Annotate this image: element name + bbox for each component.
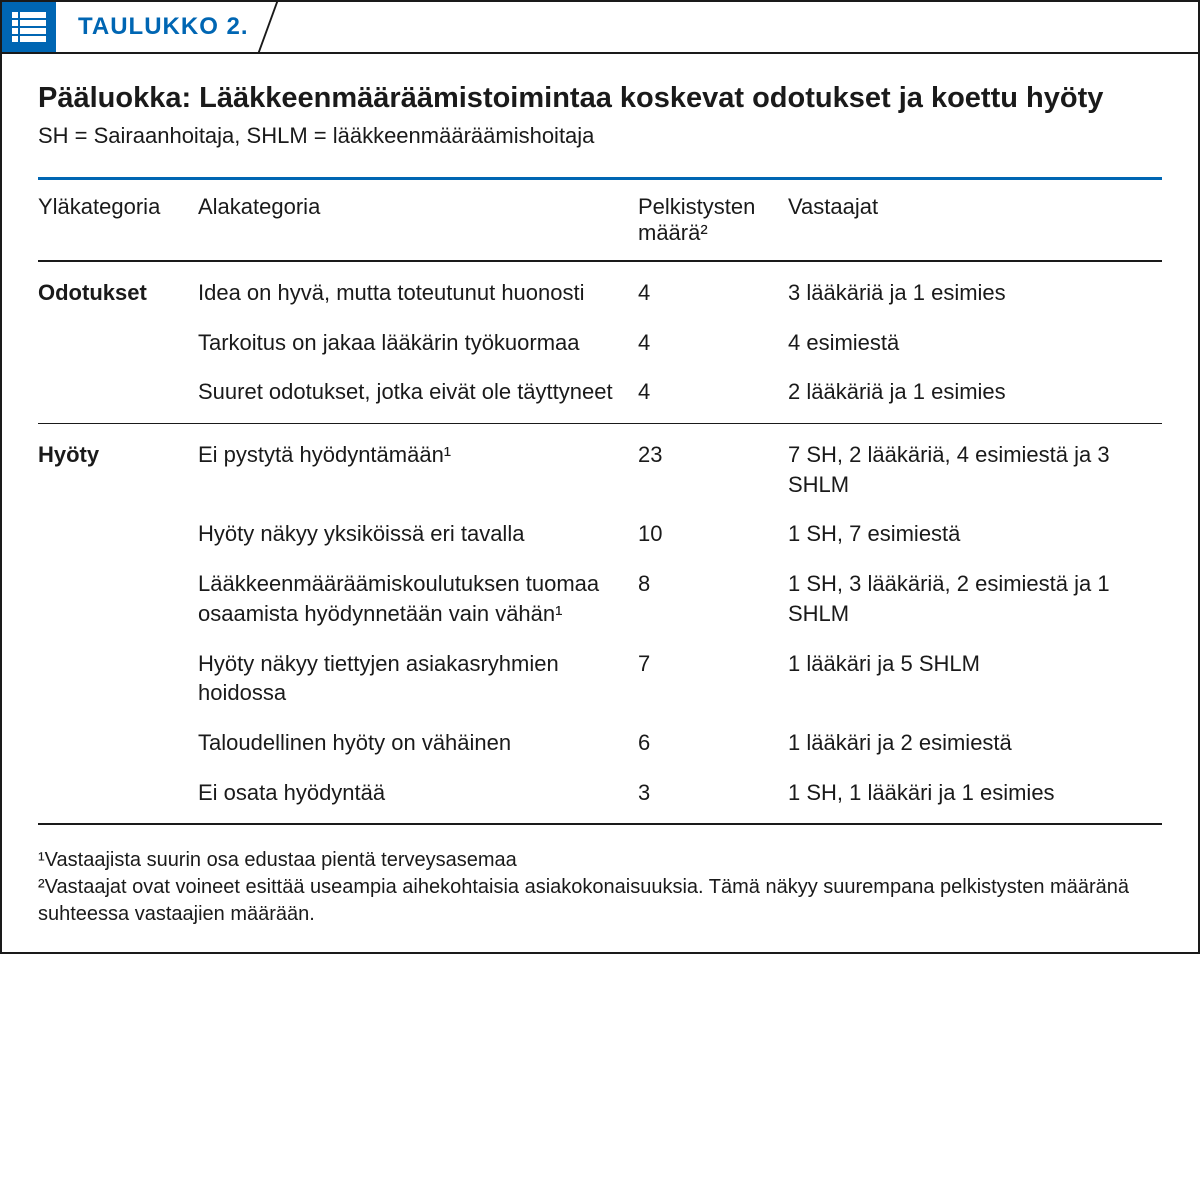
category-cell [38,559,198,638]
panel-content: Pääluokka: Lääkkeenmääräämistoimintaa ko… [2,54,1198,952]
subcategory-cell: Hyöty näkyy yksiköissä eri tavalla [198,509,638,559]
data-table: Yläkategoria Alakategoria Pelkistysten m… [38,177,1162,825]
col-header: Alakategoria [198,179,638,262]
table-subtitle: SH = Sairaanhoitaja, SHLM = lääkkeenmäär… [38,123,1162,149]
count-cell: 4 [638,367,788,423]
subcategory-cell: Ei pystytä hyödyntämään¹ [198,424,638,510]
category-cell: Odotukset [38,261,198,318]
category-cell [38,509,198,559]
respondents-cell: 1 SH, 1 lääkäri ja 1 esimies [788,768,1162,825]
footnote: ²Vastaajat ovat voineet esittää useampia… [38,874,1162,928]
subcategory-cell: Tarkoitus on jakaa lääkärin työkuormaa [198,318,638,368]
category-cell [38,718,198,768]
subcategory-cell: Ei osata hyödyntää [198,768,638,825]
count-cell: 6 [638,718,788,768]
subcategory-cell: Suuret odotukset, jotka eivät ole täytty… [198,367,638,423]
category-cell [38,639,198,718]
table-row: Ei osata hyödyntää31 SH, 1 lääkäri ja 1 … [38,768,1162,825]
table-icon [2,2,56,52]
respondents-cell: 1 lääkäri ja 2 esimiestä [788,718,1162,768]
table-row: Taloudellinen hyöty on vähäinen61 lääkär… [38,718,1162,768]
table-header-row: Yläkategoria Alakategoria Pelkistysten m… [38,179,1162,262]
col-header: Pelkistysten määrä² [638,179,788,262]
respondents-cell: 1 SH, 3 lääkäriä, 2 esimiestä ja 1 SHLM [788,559,1162,638]
table-row: Suuret odotukset, jotka eivät ole täytty… [38,367,1162,423]
respondents-cell: 4 esimiestä [788,318,1162,368]
category-cell [38,318,198,368]
table-panel: TAULUKKO 2. Pääluokka: Lääkkeenmääräämis… [0,0,1200,954]
col-header: Yläkategoria [38,179,198,262]
count-cell: 10 [638,509,788,559]
table-row: OdotuksetIdea on hyvä, mutta toteutunut … [38,261,1162,318]
subcategory-cell: Hyöty näkyy tiettyjen asiakasryhmien hoi… [198,639,638,718]
col-header: Vastaajat [788,179,1162,262]
respondents-cell: 2 lääkäriä ja 1 esimies [788,367,1162,423]
subcategory-cell: Lääkkeenmääräämiskoulutuksen tuomaa osaa… [198,559,638,638]
footnotes: ¹Vastaajista suurin osa edustaa pientä t… [38,847,1162,928]
table-row: Hyöty näkyy yksiköissä eri tavalla101 SH… [38,509,1162,559]
count-cell: 4 [638,318,788,368]
count-cell: 4 [638,261,788,318]
respondents-cell: 1 SH, 7 esimiestä [788,509,1162,559]
category-cell [38,367,198,423]
footnote: ¹Vastaajista suurin osa edustaa pientä t… [38,847,1162,874]
count-cell: 7 [638,639,788,718]
table-row: Hyöty näkyy tiettyjen asiakasryhmien hoi… [38,639,1162,718]
subcategory-cell: Idea on hyvä, mutta toteutunut huonosti [198,261,638,318]
count-cell: 23 [638,424,788,510]
category-cell: Hyöty [38,424,198,510]
count-cell: 8 [638,559,788,638]
table-title: Pääluokka: Lääkkeenmääräämistoimintaa ko… [38,82,1162,115]
table-number-label: TAULUKKO 2. [56,2,271,52]
table-row: Lääkkeenmääräämiskoulutuksen tuomaa osaa… [38,559,1162,638]
table-row: HyötyEi pystytä hyödyntämään¹237 SH, 2 l… [38,424,1162,510]
subcategory-cell: Taloudellinen hyöty on vähäinen [198,718,638,768]
category-cell [38,768,198,825]
table-row: Tarkoitus on jakaa lääkärin työkuormaa44… [38,318,1162,368]
respondents-cell: 7 SH, 2 lääkäriä, 4 esimiestä ja 3 SHLM [788,424,1162,510]
panel-header: TAULUKKO 2. [2,2,1198,54]
respondents-cell: 1 lääkäri ja 5 SHLM [788,639,1162,718]
respondents-cell: 3 lääkäriä ja 1 esimies [788,261,1162,318]
count-cell: 3 [638,768,788,825]
